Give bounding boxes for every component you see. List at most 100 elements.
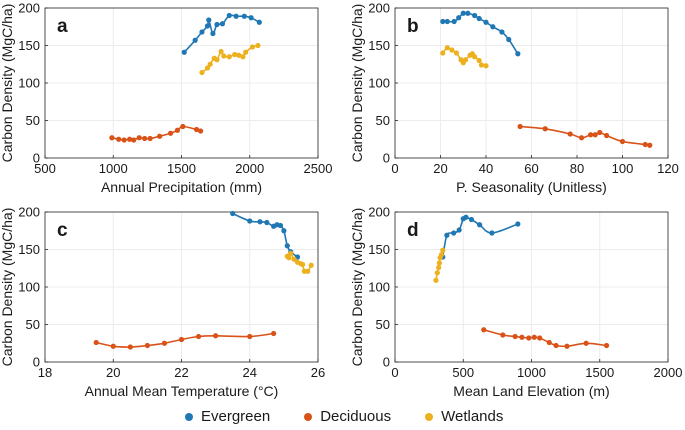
point-evergreen: [226, 12, 232, 19]
point-deciduous: [481, 327, 487, 333]
point-deciduous: [247, 333, 253, 340]
point-wetlands: [305, 268, 311, 274]
point-evergreen: [444, 18, 450, 25]
point-evergreen: [489, 230, 495, 236]
point-evergreen: [490, 24, 496, 30]
point-evergreen: [219, 21, 226, 27]
y-tick-label: 100: [368, 76, 390, 91]
point-wetlands: [444, 45, 450, 51]
point-wetlands: [483, 63, 489, 69]
y-tick-label: 100: [368, 280, 390, 295]
y-tick-label: 200: [18, 205, 40, 220]
point-wetlands: [436, 260, 442, 266]
point-wetlands: [240, 54, 246, 60]
x-tick-label: 20: [433, 161, 447, 176]
x-tick-label: 60: [524, 161, 538, 176]
point-deciduous: [161, 340, 168, 346]
point-wetlands: [300, 261, 306, 268]
legend-marker-wetlands: [425, 412, 434, 421]
point-deciduous: [144, 342, 150, 349]
y-tick-label: 50: [26, 317, 40, 332]
point-wetlands: [214, 57, 220, 63]
point-wetlands: [243, 49, 249, 55]
panel-a: 500 1000 1500 2000 2500 0 50 100 150 200 Annual Pr…: [0, 1, 332, 196]
point-deciduous: [500, 332, 506, 338]
series-line-evergreen: [232, 212, 299, 258]
x-axis-label: P. Seasonality (Unitless): [456, 179, 607, 195]
point-deciduous: [121, 137, 127, 143]
point-deciduous: [537, 335, 543, 341]
point-deciduous: [647, 142, 653, 148]
panel-letter: c: [57, 220, 68, 241]
point-wetlands: [207, 61, 213, 67]
point-deciduous: [546, 339, 552, 346]
x-tick-label: 500: [34, 161, 56, 176]
series-line-evergreen: [183, 14, 260, 53]
legend-item-deciduous: Deciduous: [304, 408, 391, 425]
point-evergreen: [210, 30, 216, 37]
x-tick-label: 40: [479, 161, 493, 176]
panel-d: 0 500 1000 1500 2000 0 50 100 150 200 Mean Land El…: [349, 205, 682, 400]
panel-c: 18 20 22 24 26 0 50 100 150 200 Annual Mean Temper…: [0, 205, 325, 400]
legend-item-wetlands: Wetlands: [425, 408, 503, 425]
point-evergreen: [444, 232, 450, 238]
point-wetlands: [434, 270, 440, 276]
point-evergreen: [440, 18, 446, 25]
point-wetlands: [218, 48, 224, 55]
point-deciduous: [110, 343, 116, 349]
point-evergreen: [506, 36, 512, 43]
x-tick-label: 1500: [167, 161, 196, 176]
point-evergreen: [199, 29, 205, 35]
x-tick-label: 26: [311, 365, 325, 380]
point-deciduous: [597, 129, 603, 136]
point-wetlands: [449, 47, 455, 53]
x-tick-label: 24: [243, 365, 257, 380]
panel-letter: d: [407, 220, 419, 241]
y-tick-label: 50: [26, 113, 40, 128]
point-wetlands: [204, 65, 211, 71]
y-tick-label: 0: [33, 151, 40, 166]
point-deciduous: [195, 333, 202, 340]
point-evergreen: [277, 222, 284, 229]
point-wetlands: [226, 54, 232, 60]
point-deciduous: [603, 132, 610, 139]
y-tick-label: 150: [18, 242, 40, 257]
y-tick-label: 200: [368, 1, 390, 16]
point-evergreen: [192, 37, 198, 43]
x-tick-label: 100: [612, 161, 634, 176]
point-evergreen: [230, 210, 236, 217]
y-tick-label: 0: [383, 355, 390, 370]
point-deciduous: [567, 131, 573, 137]
point-evergreen: [456, 227, 462, 233]
point-deciduous: [136, 135, 142, 141]
point-wetlands: [436, 264, 442, 271]
point-deciduous: [157, 133, 163, 139]
x-tick-label: 0: [391, 161, 398, 176]
legend-label-wetlands: Wetlands: [441, 408, 504, 425]
point-deciduous: [512, 333, 518, 340]
point-wetlands: [221, 53, 227, 59]
point-evergreen: [472, 12, 478, 19]
point-evergreen: [248, 15, 254, 21]
point-deciduous: [174, 127, 181, 133]
legend-label-deciduous: Deciduous: [320, 408, 392, 425]
point-wetlands: [249, 44, 256, 50]
y-tick-label: 150: [368, 242, 390, 257]
x-axis-label: Annual Precipitation (mm): [101, 179, 262, 195]
point-wetlands: [308, 262, 314, 268]
x-tick-label: 1500: [585, 365, 614, 380]
x-tick-label: 22: [174, 365, 188, 380]
y-tick-label: 100: [18, 280, 40, 295]
point-wetlands: [286, 255, 292, 261]
y-tick-label: 50: [376, 317, 390, 332]
point-deciduous: [553, 342, 559, 349]
y-tick-label: 150: [368, 38, 390, 53]
x-tick-label: 2000: [235, 161, 264, 176]
point-evergreen: [284, 243, 290, 249]
point-evergreen: [463, 214, 469, 220]
point-deciduous: [193, 126, 200, 133]
point-wetlands: [236, 52, 242, 58]
point-deciduous: [178, 336, 185, 343]
x-tick-label: 2500: [304, 161, 333, 176]
